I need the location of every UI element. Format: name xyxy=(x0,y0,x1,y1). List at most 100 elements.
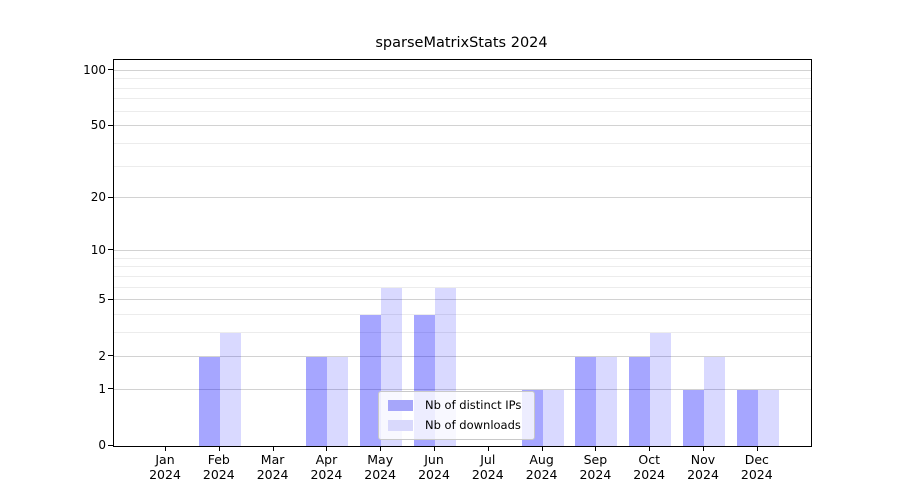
y-tick-mark xyxy=(108,444,113,446)
x-tick-month: Nov xyxy=(690,452,716,467)
gridline-minor xyxy=(114,87,811,89)
bar-downloads xyxy=(219,333,241,446)
gridline-minor xyxy=(114,332,811,334)
bar-distinct-ips xyxy=(198,356,220,446)
bar-distinct-ips xyxy=(683,389,704,446)
x-tick-year: 2024 xyxy=(687,467,719,482)
x-tick-year: 2024 xyxy=(149,467,181,482)
gridline-minor xyxy=(114,142,811,144)
x-tick-mark xyxy=(756,446,758,451)
legend-swatch xyxy=(388,419,413,431)
x-tick-year: 2024 xyxy=(310,467,343,482)
y-tick-mark xyxy=(108,124,113,126)
y-tick-mark xyxy=(108,249,113,251)
legend-row: Nb of downloads xyxy=(388,418,521,432)
x-tick-year: 2024 xyxy=(364,467,397,482)
y-tick-mark xyxy=(108,355,113,357)
bar-distinct-ips xyxy=(575,356,597,446)
x-tick-month: Dec xyxy=(744,452,769,467)
y-tick-label: 1 xyxy=(98,381,106,396)
gridline-minor xyxy=(114,165,811,167)
bar-distinct-ips xyxy=(306,356,328,446)
y-tick-mark xyxy=(108,196,113,198)
x-tick-year: 2024 xyxy=(418,467,450,482)
gridline-major xyxy=(114,197,811,199)
x-tick-mark xyxy=(595,446,597,451)
x-tick-label: Feb 2024 xyxy=(187,452,251,482)
x-tick-month: Jul xyxy=(480,452,496,467)
gridline-minor xyxy=(114,314,811,316)
bar-distinct-ips xyxy=(360,315,382,446)
y-tick-mark xyxy=(108,388,113,390)
gridline-major xyxy=(114,69,811,71)
x-tick-mark xyxy=(165,446,166,451)
y-tick-label: 0 xyxy=(98,438,106,452)
x-tick-label: Jul 2024 xyxy=(456,452,520,482)
x-tick-label: Sep 2024 xyxy=(563,452,627,482)
gridline-minor xyxy=(114,266,811,268)
x-tick-month: Jan xyxy=(155,452,175,467)
gridline-minor xyxy=(114,78,811,80)
x-tick-year: 2024 xyxy=(471,467,504,482)
x-tick-label: Jun 2024 xyxy=(402,452,466,482)
y-tick-label: 20 xyxy=(90,190,106,205)
x-tick-mark xyxy=(487,446,489,451)
x-tick-label: Mar 2024 xyxy=(241,452,305,482)
bar-downloads xyxy=(704,356,725,446)
legend-label: Nb of distinct IPs xyxy=(425,398,522,412)
x-tick-month: Jun xyxy=(424,452,444,467)
x-tick-label: Jan 2024 xyxy=(133,452,197,482)
gridline-major xyxy=(114,388,811,390)
x-tick-label: Dec 2024 xyxy=(725,452,789,482)
x-tick-year: 2024 xyxy=(202,467,235,482)
x-tick-label: Apr 2024 xyxy=(294,452,358,482)
x-tick-label: Oct 2024 xyxy=(617,452,681,482)
y-tick-label: 100 xyxy=(83,62,106,77)
x-tick-month: Mar xyxy=(260,452,285,467)
gridline-minor xyxy=(114,98,811,100)
y-tick-label: 10 xyxy=(90,242,106,257)
x-tick-label: Aug 2024 xyxy=(510,452,574,482)
x-tick-month: Oct xyxy=(638,452,660,467)
legend-label: Nb of downloads xyxy=(425,418,521,432)
gridline-major xyxy=(114,125,811,127)
x-tick-month: Aug xyxy=(529,452,554,467)
x-tick-label: Nov 2024 xyxy=(671,452,735,482)
x-tick-year: 2024 xyxy=(633,467,666,482)
x-tick-month: Apr xyxy=(315,452,338,467)
bar-downloads xyxy=(596,356,618,446)
y-tick-label: 50 xyxy=(90,118,106,133)
y-tick-mark xyxy=(108,69,113,71)
legend-swatch xyxy=(388,399,413,411)
x-tick-month: Sep xyxy=(583,452,608,467)
gridline-minor xyxy=(114,257,811,259)
gridline-major xyxy=(114,249,811,251)
bar-downloads xyxy=(650,333,672,446)
x-tick-mark xyxy=(218,446,220,451)
x-tick-year: 2024 xyxy=(579,467,612,482)
bar-downloads xyxy=(542,389,564,446)
legend-row: Nb of distinct IPs xyxy=(388,398,521,412)
x-tick-year: 2024 xyxy=(740,467,773,482)
gridline-major xyxy=(114,355,811,357)
bar-downloads xyxy=(327,356,349,446)
gridline-minor xyxy=(114,286,811,288)
chart-title: sparseMatrixStats 2024 xyxy=(375,35,548,51)
x-tick-mark xyxy=(649,446,651,451)
x-tick-year: 2024 xyxy=(525,467,558,482)
x-tick-mark xyxy=(703,446,704,451)
x-tick-mark xyxy=(541,446,543,451)
x-tick-mark xyxy=(326,446,328,451)
gridline-major xyxy=(114,299,811,301)
y-tick-label: 5 xyxy=(98,292,106,307)
x-tick-mark xyxy=(272,446,274,451)
x-tick-mark xyxy=(434,446,435,451)
y-tick-mark xyxy=(108,298,113,300)
y-tick-label: 2 xyxy=(98,348,106,363)
bar-downloads xyxy=(757,389,779,446)
x-tick-mark xyxy=(380,446,382,451)
legend: Nb of distinct IPs Nb of downloads xyxy=(378,391,536,440)
x-tick-year: 2024 xyxy=(256,467,289,482)
x-tick-month: May xyxy=(367,452,394,467)
gridline-minor xyxy=(114,275,811,277)
